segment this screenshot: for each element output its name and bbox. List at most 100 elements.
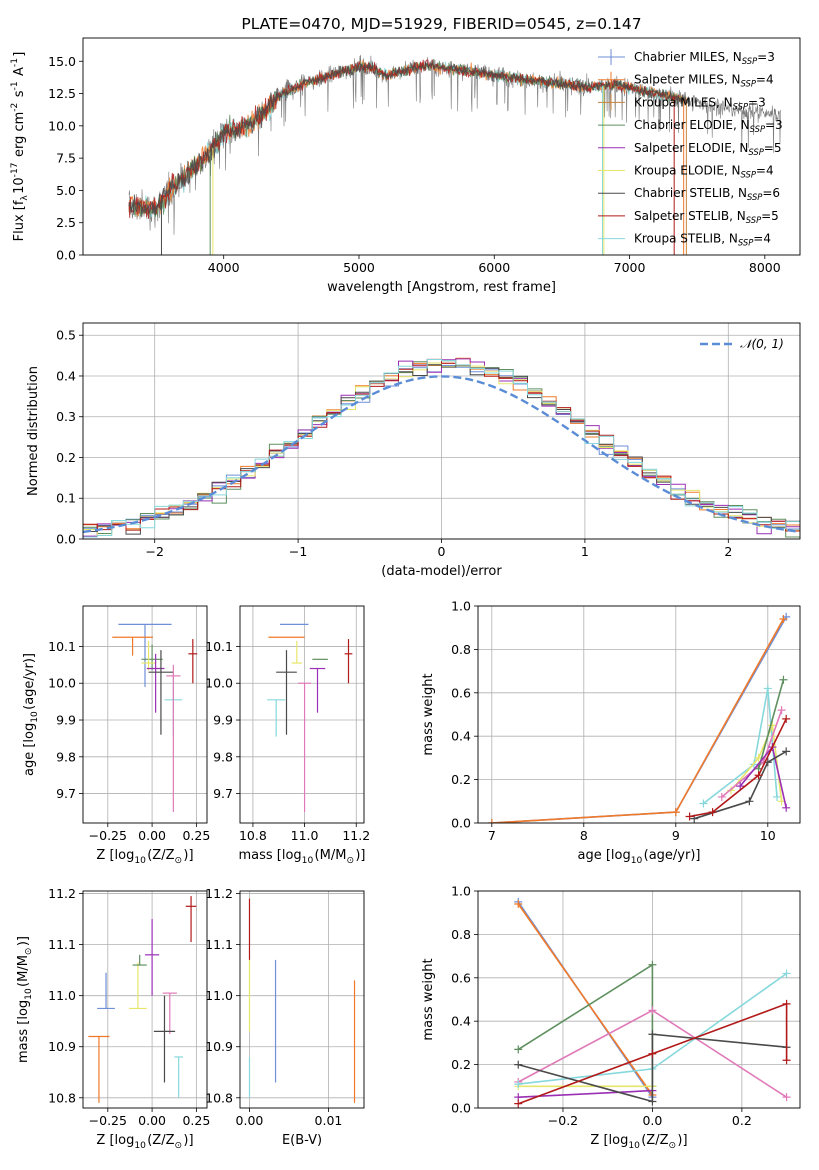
spectrum-model-line [128, 59, 687, 218]
weight-marker [745, 797, 754, 806]
weight-vs-Z-frame [477, 890, 801, 1109]
spectrum-axes: 4000 5000 6000 7000 8000 0.0 2.5 5.0 7.5 10.0 12.5… [10, 52, 781, 295]
errorbar-point [174, 1056, 184, 1098]
x-tick-label: 7000 [614, 260, 646, 275]
normal-curve [83, 375, 800, 534]
legend-label: Kroupa ELODIE, NSSP=4 [634, 164, 774, 180]
weight-series-line [491, 616, 787, 823]
y-tick-label: 9.7 [56, 786, 76, 801]
weight-series-line [693, 750, 787, 820]
x-axis-label: Z [log10 (Z/Z⊙ )] [96, 1133, 193, 1151]
x-tick-label: 0.00 [236, 1113, 264, 1128]
weight-marker [782, 747, 791, 756]
legend-label: Kroupa MILES, NSSP=3 [634, 95, 766, 111]
weight-vs-age-frame [477, 605, 801, 824]
y-tick-label: 0.0 [451, 816, 471, 831]
weight-marker [782, 1093, 791, 1102]
y-tick-label: 10.8 [48, 1090, 76, 1105]
residuals-plot [83, 357, 800, 538]
weight-marker [685, 812, 694, 821]
y-tick-label: 15.0 [48, 54, 76, 69]
weight-marker [514, 1099, 523, 1108]
x-tick-label: 11.0 [291, 828, 319, 843]
y-tick-label: 10.1 [48, 639, 76, 654]
x-tick-label: −1 [289, 544, 307, 559]
y-axis-label: mass weight [421, 958, 436, 1040]
spectrum-legend: Chabrier MILES, NSSP=3 Salpeter MILES, NS… [598, 49, 783, 248]
weight-marker [754, 771, 763, 780]
x-tick-label: 1 [581, 544, 589, 559]
mass-vs-Z-axes: −0.25 0.00 0.25 10.8 10.9 11.0 11.1 11.2 Z [log1… [16, 886, 210, 1151]
weight-marker [727, 786, 735, 795]
y-tick-label: 0.0 [451, 1101, 471, 1116]
weight-marker [671, 808, 680, 817]
x-tick-label: 0.01 [315, 1113, 343, 1128]
errorbar-point [118, 623, 172, 687]
y-tick-label: 0.6 [451, 685, 471, 700]
weight-marker [514, 900, 523, 909]
y-tick-label: 11.1 [48, 937, 76, 952]
weight-marker [736, 782, 745, 791]
x-tick-label: 10 [760, 828, 776, 843]
y-tick-label: 0.5 [56, 328, 76, 343]
y-tick-label: 0.3 [56, 409, 76, 424]
weight-marker [782, 999, 791, 1008]
age-vs-mass-frame [239, 605, 365, 824]
x-tick-label: −0.25 [89, 828, 127, 843]
weight-vs-Z-axes: −0.2 0.0 0.2 0.0 0.2 0.4 0.6 0.8 1.0 Z [log10 (Z/… [421, 884, 800, 1151]
y-tick-label: 11.1 [205, 937, 233, 952]
errorbar-point [166, 664, 181, 812]
errorbar-point [188, 639, 198, 684]
y-tick-label: 10.0 [205, 676, 233, 691]
errorbar-point [141, 644, 163, 671]
y-tick-label: 9.9 [213, 713, 233, 728]
weight-series-line [702, 688, 778, 805]
legend-label: Salpeter ELODIE, NSSP=5 [634, 141, 782, 157]
x-tick-label: 5000 [343, 260, 375, 275]
errorbar-point [132, 954, 147, 966]
weight-marker [773, 792, 781, 801]
x-tick-label: 9 [672, 828, 680, 843]
weight-marker [699, 799, 708, 808]
weight-marker [717, 792, 726, 801]
y-tick-label: 10.9 [205, 1039, 233, 1054]
weight-marker [777, 706, 786, 715]
x-tick-label: 7 [488, 828, 496, 843]
x-tick-label: 11.2 [342, 828, 370, 843]
weight-marker [514, 1045, 523, 1054]
weight-marker [514, 1060, 523, 1069]
x-tick-label: 4000 [208, 260, 240, 275]
y-axis-label: Flux [fλ 10-17 erg cm-2 s-1 A-1 ] [10, 52, 30, 242]
errorbar-point [88, 1035, 110, 1103]
y-tick-label: 1.0 [451, 599, 471, 614]
legend-label: 𝒩(0, 1) [740, 337, 784, 351]
errorbar-point [185, 896, 197, 943]
mass-vs-Z-plot [88, 896, 197, 1103]
x-axis-label: mass [log10 (M/M⊙ )] [238, 848, 365, 866]
y-tick-label: 0.4 [56, 368, 76, 383]
x-tick-label: 0.25 [182, 828, 210, 843]
errorbar-point [276, 650, 297, 735]
x-axis-label: Z [log10 (Z/Z⊙ )] [96, 848, 193, 866]
errorbar-point [129, 962, 147, 1010]
errorbar-point [298, 682, 312, 812]
x-tick-label: 0.0 [642, 1113, 662, 1128]
y-tick-label: 9.9 [56, 713, 76, 728]
weight-marker [648, 1049, 657, 1058]
age-vs-mass-axes: 10.8 11.0 11.2 9.7 9.8 9.9 10.0 10.1 mass [log10… [205, 606, 370, 866]
weight-marker [782, 969, 791, 978]
x-tick-label: 6000 [478, 260, 510, 275]
y-tick-label: 11.2 [48, 886, 76, 901]
age-vs-Z-plot [112, 623, 198, 812]
x-tick-label: 10.8 [239, 828, 267, 843]
weight-marker [514, 1080, 523, 1089]
weight-marker [648, 1006, 657, 1015]
y-tick-label: 9.8 [56, 749, 76, 764]
y-axis-label: mass [log10 (M/M⊙ )] [16, 936, 34, 1063]
y-tick-label: 0.0 [56, 532, 76, 547]
errorbar-point [112, 636, 153, 656]
legend-label: Salpeter STELIB, NSSP=5 [634, 209, 779, 225]
y-tick-label: 10.9 [48, 1039, 76, 1054]
x-axis-label: E(B-V) [282, 1133, 322, 1148]
x-tick-label: 0.25 [182, 1113, 210, 1128]
